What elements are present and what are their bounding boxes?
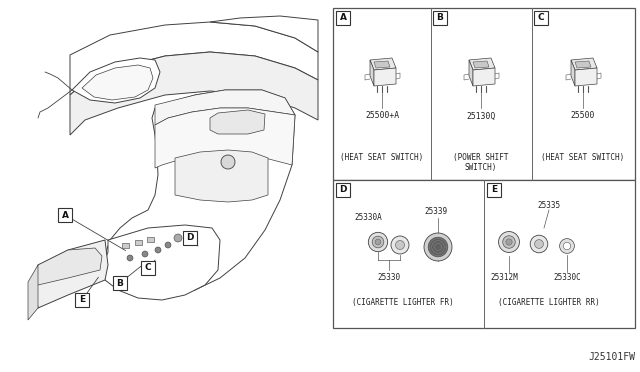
Polygon shape: [473, 61, 489, 68]
Polygon shape: [469, 60, 473, 86]
Polygon shape: [210, 110, 265, 134]
Text: J25101FW: J25101FW: [588, 352, 635, 362]
Text: (CIGARETTE LIGHTER FR): (CIGARETTE LIGHTER FR): [352, 298, 454, 307]
Bar: [122, 243, 129, 248]
Bar: [487, 183, 501, 197]
Circle shape: [563, 242, 571, 250]
Polygon shape: [370, 58, 396, 70]
Text: A: A: [339, 13, 346, 22]
Circle shape: [174, 234, 182, 242]
Polygon shape: [575, 68, 597, 86]
Text: (CIGARETTE LIGHTER RR): (CIGARETTE LIGHTER RR): [498, 298, 600, 307]
Circle shape: [396, 241, 404, 250]
Polygon shape: [70, 52, 318, 135]
Circle shape: [221, 155, 235, 169]
Polygon shape: [28, 265, 38, 320]
Bar: [75, 293, 89, 307]
Text: 25500+A: 25500+A: [365, 112, 399, 121]
Bar: [336, 183, 350, 197]
Circle shape: [186, 234, 194, 242]
Circle shape: [372, 236, 384, 248]
Bar: [333, 180, 635, 328]
Circle shape: [127, 255, 133, 261]
Polygon shape: [35, 248, 102, 285]
Circle shape: [165, 242, 171, 248]
Text: C: C: [145, 263, 151, 273]
Polygon shape: [370, 60, 374, 86]
Circle shape: [428, 237, 448, 257]
Text: 25130Q: 25130Q: [467, 112, 495, 121]
Bar: [113, 276, 127, 290]
Polygon shape: [175, 150, 268, 202]
Bar: [534, 11, 548, 25]
Circle shape: [534, 240, 543, 248]
Text: E: E: [79, 295, 85, 305]
Text: 25500: 25500: [571, 112, 595, 121]
Bar: [135, 240, 142, 245]
Bar: [58, 208, 72, 222]
Polygon shape: [103, 225, 220, 300]
Text: 25330: 25330: [378, 273, 401, 282]
Text: C: C: [538, 13, 544, 22]
Text: A: A: [61, 211, 68, 219]
Circle shape: [142, 251, 148, 257]
Polygon shape: [82, 65, 153, 100]
Polygon shape: [575, 61, 591, 68]
Bar: [141, 261, 155, 275]
Circle shape: [424, 233, 452, 261]
Text: (HEAT SEAT SWITCH): (HEAT SEAT SWITCH): [340, 153, 424, 162]
Polygon shape: [571, 60, 575, 86]
Bar: [336, 11, 350, 25]
Text: 25339: 25339: [424, 208, 447, 217]
Polygon shape: [72, 58, 160, 103]
Text: (HEAT SEAT SWITCH): (HEAT SEAT SWITCH): [541, 153, 625, 162]
Bar: [147, 237, 154, 242]
Bar: [183, 231, 197, 245]
Circle shape: [369, 232, 388, 252]
Text: E: E: [491, 186, 497, 195]
Polygon shape: [70, 22, 318, 95]
Circle shape: [391, 236, 409, 254]
Circle shape: [503, 236, 515, 248]
Text: 25330C: 25330C: [553, 273, 581, 282]
Text: D: D: [186, 234, 194, 243]
Circle shape: [530, 235, 548, 253]
Polygon shape: [105, 90, 295, 295]
Polygon shape: [469, 58, 495, 70]
Circle shape: [506, 239, 512, 245]
Circle shape: [155, 247, 161, 253]
Text: 25335: 25335: [538, 201, 561, 209]
Circle shape: [499, 231, 520, 253]
Polygon shape: [374, 61, 390, 68]
Polygon shape: [571, 58, 597, 70]
Polygon shape: [473, 68, 495, 86]
Bar: [433, 11, 447, 25]
Polygon shape: [210, 16, 318, 52]
Polygon shape: [374, 68, 396, 86]
Text: B: B: [436, 13, 444, 22]
Polygon shape: [155, 108, 295, 168]
Circle shape: [375, 239, 381, 245]
Polygon shape: [155, 90, 295, 125]
Text: (POWER SHIFT
SWITCH): (POWER SHIFT SWITCH): [453, 153, 509, 172]
Circle shape: [559, 238, 574, 253]
Text: 25312M: 25312M: [490, 273, 518, 282]
Text: 25330A: 25330A: [354, 214, 382, 222]
Text: B: B: [116, 279, 124, 288]
Text: D: D: [339, 186, 347, 195]
Polygon shape: [35, 240, 108, 308]
Bar: [333, 8, 635, 180]
